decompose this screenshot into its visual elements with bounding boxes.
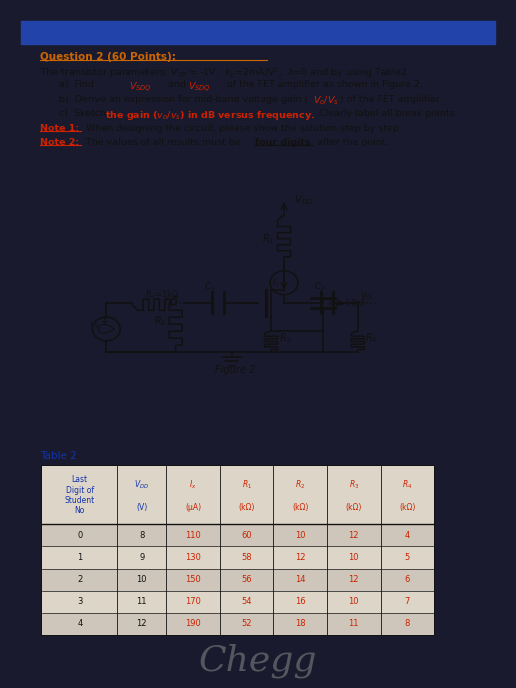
Text: $I_x$: $I_x$ <box>272 277 280 289</box>
Text: of the FET amplifier as shown in Figure 2.: of the FET amplifier as shown in Figure … <box>224 80 423 89</box>
Text: Figure 2.: Figure 2. <box>215 365 258 375</box>
Text: Last
Digit of
Student
No: Last Digit of Student No <box>64 475 95 515</box>
Text: $C_1$: $C_1$ <box>204 281 216 293</box>
Text: 14: 14 <box>295 575 305 584</box>
Text: 18: 18 <box>295 619 305 628</box>
Text: Table 2: Table 2 <box>40 451 77 461</box>
Text: the gain ($v_o/v_s$) in dB versus frequency.: the gain ($v_o/v_s$) in dB versus freque… <box>105 109 315 122</box>
Text: Clearly label all break points.: Clearly label all break points. <box>316 109 457 118</box>
Text: $v_O$: $v_O$ <box>360 290 373 302</box>
Text: 10: 10 <box>295 531 305 540</box>
Text: The values of all results must be: The values of all results must be <box>83 138 244 147</box>
Text: 10: 10 <box>349 597 359 606</box>
Text: c)  Sketch: c) Sketch <box>59 109 108 118</box>
Text: 9: 9 <box>139 553 144 562</box>
Text: 12: 12 <box>349 531 359 540</box>
Text: Note 2:: Note 2: <box>40 138 79 147</box>
Text: $C_3$=10nF: $C_3$=10nF <box>328 298 367 310</box>
Text: $R_3$: $R_3$ <box>279 332 292 345</box>
Text: $R_2$: $R_2$ <box>154 314 166 328</box>
Text: 4: 4 <box>77 619 83 628</box>
Text: $R_4$

(kΩ): $R_4$ (kΩ) <box>399 479 415 512</box>
Text: after the point.: after the point. <box>314 138 389 147</box>
Text: 8: 8 <box>405 619 410 628</box>
Text: 11: 11 <box>349 619 359 628</box>
Text: $I_x$

(μA): $I_x$ (μA) <box>185 479 201 512</box>
Bar <box>42 524 434 546</box>
Text: $V_{DD}$: $V_{DD}$ <box>294 193 313 208</box>
Bar <box>21 21 495 45</box>
Text: b)  Derive an expression for mid-band voltage gain (: b) Derive an expression for mid-band vol… <box>59 94 308 103</box>
Text: Question 2 (60 Points):: Question 2 (60 Points): <box>40 52 175 62</box>
Text: 12: 12 <box>137 619 147 628</box>
Text: +: + <box>100 316 108 327</box>
Text: ) of the FET amplifier.: ) of the FET amplifier. <box>340 94 442 103</box>
Bar <box>42 591 434 613</box>
Text: 1: 1 <box>77 553 83 562</box>
Text: 4: 4 <box>405 531 410 540</box>
Text: 54: 54 <box>241 597 252 606</box>
Text: $R_1$: $R_1$ <box>262 233 275 246</box>
Text: a)  Find: a) Find <box>59 80 96 89</box>
Text: 10: 10 <box>349 553 359 562</box>
Text: $V_o/V_s$: $V_o/V_s$ <box>313 94 339 107</box>
Text: 7: 7 <box>405 597 410 606</box>
Text: 150: 150 <box>185 575 201 584</box>
Text: 58: 58 <box>241 553 252 562</box>
Text: 16: 16 <box>295 597 305 606</box>
Text: The transistor parameters: $V_{TP}$ = -1V,  $k_p$=2mA/V$^2$,  $\lambda$=0 and by: The transistor parameters: $V_{TP}$ = -1… <box>40 66 410 80</box>
Text: 52: 52 <box>241 619 252 628</box>
Text: 0: 0 <box>77 531 83 540</box>
Bar <box>42 546 434 568</box>
Text: and: and <box>166 80 189 89</box>
Text: 11: 11 <box>137 597 147 606</box>
Text: When designing the circuit, please show the solution step by step.: When designing the circuit, please show … <box>83 124 402 133</box>
Text: 12: 12 <box>349 575 359 584</box>
Text: four digits: four digits <box>255 138 311 147</box>
Text: Chegg: Chegg <box>199 643 317 678</box>
Text: $R_2$

(kΩ): $R_2$ (kΩ) <box>292 479 309 512</box>
Text: 170: 170 <box>185 597 201 606</box>
Text: $C_2$: $C_2$ <box>314 281 326 293</box>
Bar <box>42 568 434 591</box>
Bar <box>42 466 434 635</box>
Text: 5: 5 <box>405 553 410 562</box>
Bar <box>42 613 434 635</box>
Text: 190: 190 <box>185 619 201 628</box>
Text: $v_s$: $v_s$ <box>89 319 100 331</box>
Text: 3: 3 <box>77 597 83 606</box>
Text: 6: 6 <box>405 575 410 584</box>
Text: $V_{SDQ}$: $V_{SDQ}$ <box>129 80 152 94</box>
Text: $R_3$

(kΩ): $R_3$ (kΩ) <box>346 479 362 512</box>
Text: Note 1:: Note 1: <box>40 124 79 133</box>
Text: 12: 12 <box>295 553 305 562</box>
Text: 56: 56 <box>241 575 252 584</box>
Text: $V_{DD}$

(V): $V_{DD}$ (V) <box>134 479 149 512</box>
Bar <box>42 466 434 524</box>
Text: 60: 60 <box>241 531 252 540</box>
Text: 110: 110 <box>185 531 201 540</box>
Text: 10: 10 <box>137 575 147 584</box>
Text: 130: 130 <box>185 553 201 562</box>
Text: $R_s$=1k$\Omega$: $R_s$=1k$\Omega$ <box>146 288 180 301</box>
Text: 2: 2 <box>77 575 83 584</box>
Text: $V_{SDQ}$: $V_{SDQ}$ <box>188 80 211 94</box>
Text: $R_4$: $R_4$ <box>365 332 378 345</box>
Text: 8: 8 <box>139 531 144 540</box>
Text: $R_1$

(kΩ): $R_1$ (kΩ) <box>238 479 255 512</box>
